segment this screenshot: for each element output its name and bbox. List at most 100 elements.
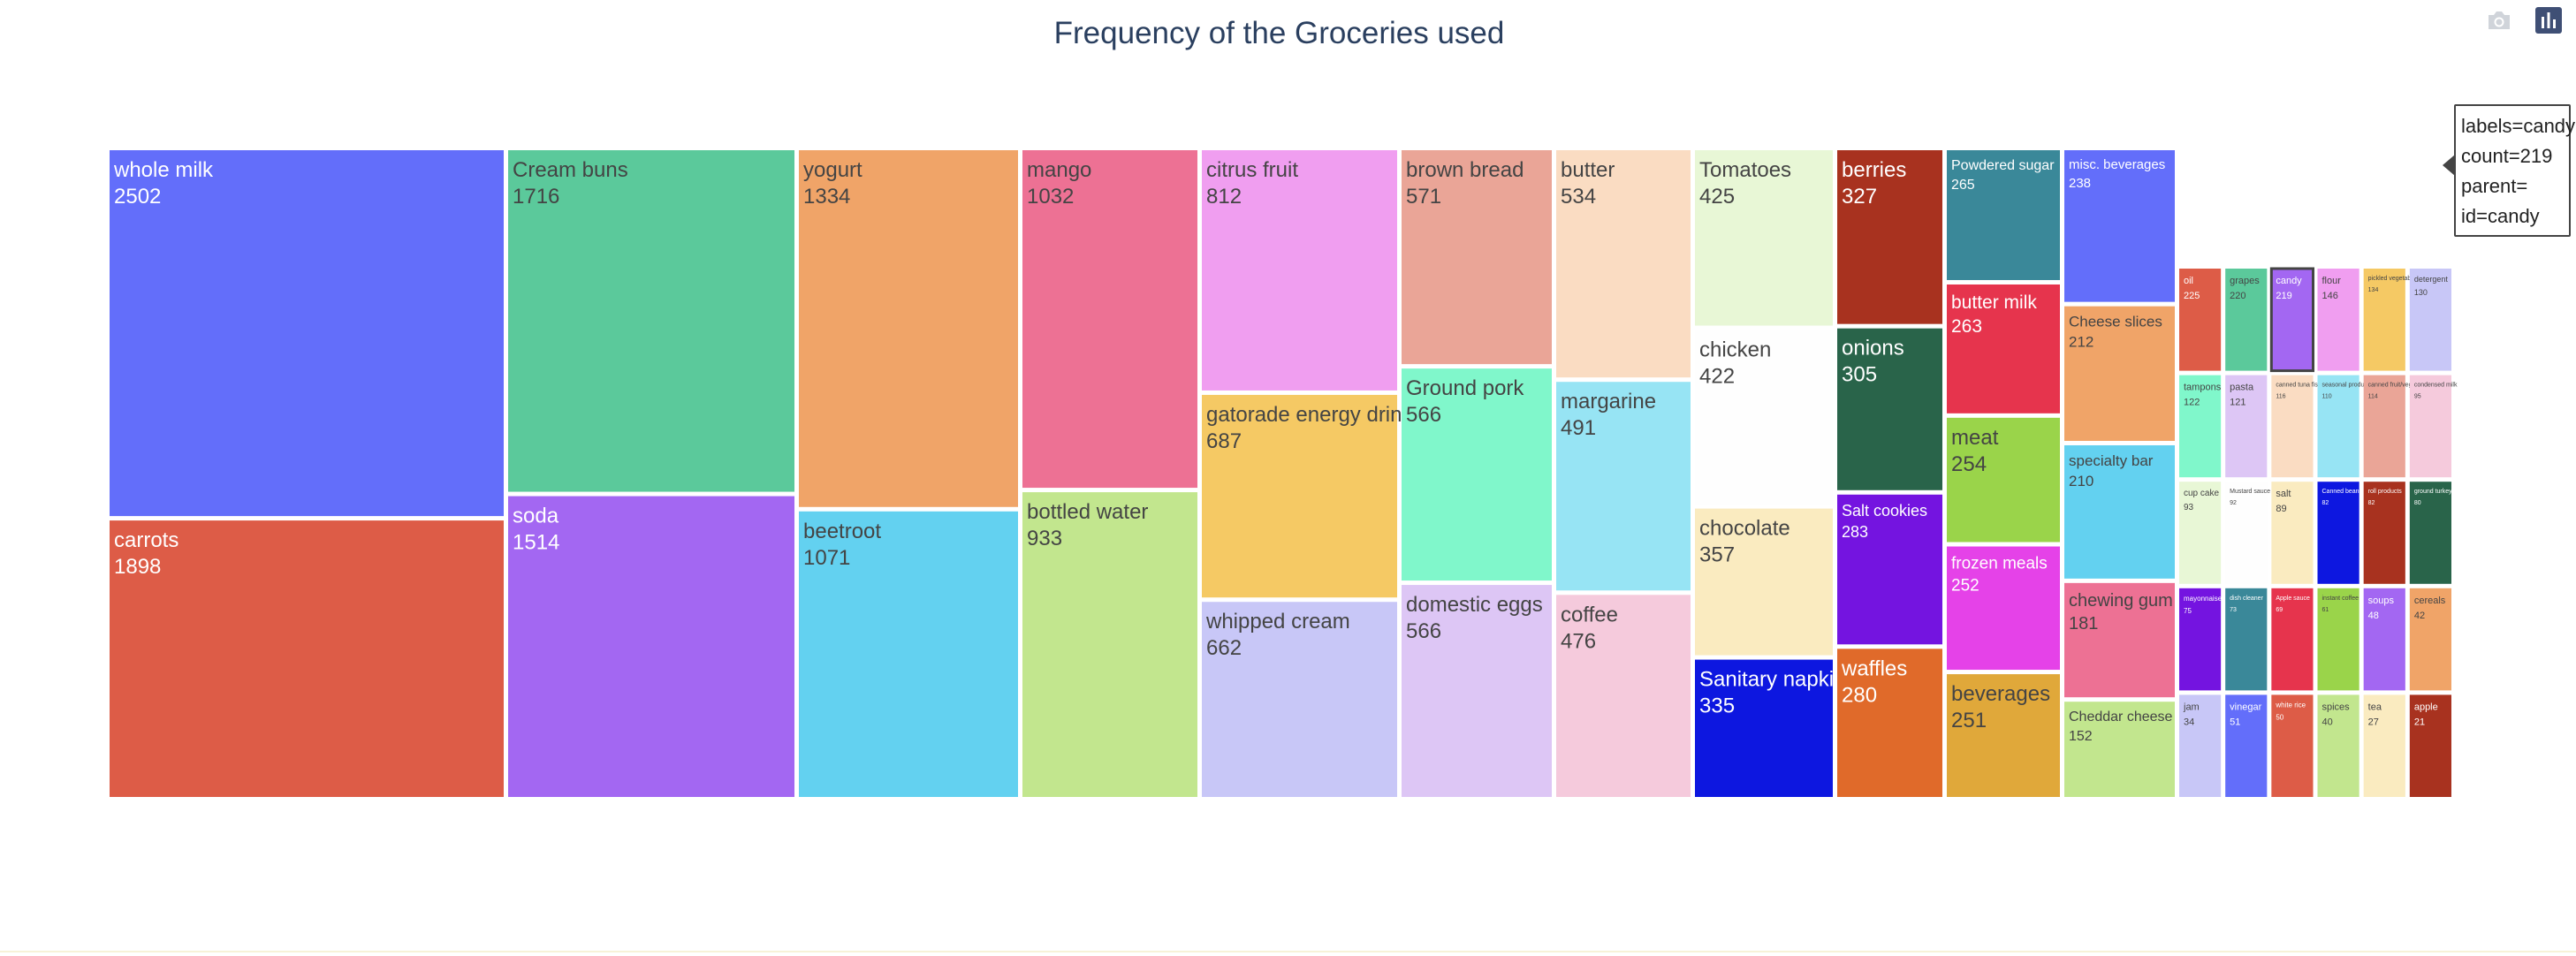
treemap-tile-mustard-sauce[interactable]: Mustard sauce 92 <box>2225 482 2270 584</box>
tile-rect[interactable] <box>2271 694 2314 797</box>
treemap-tile-roll-products[interactable]: roll products 82 <box>2363 482 2405 584</box>
tile-rect[interactable] <box>1837 649 1942 797</box>
tile-rect[interactable] <box>799 150 1018 507</box>
tile-rect[interactable] <box>508 150 794 492</box>
treemap-tile-chewing-gum[interactable]: chewing gum 181 <box>2064 582 2175 698</box>
tile-rect[interactable] <box>2271 588 2314 691</box>
tile-rect[interactable] <box>1556 150 1691 378</box>
treemap-tile-yogurt[interactable]: yogurt 1334 <box>799 150 1018 507</box>
tile-rect[interactable] <box>2064 444 2175 579</box>
tile-rect[interactable] <box>2271 375 2314 478</box>
treemap-tile-bottled-water[interactable]: bottled water 933 <box>1022 492 1197 797</box>
treemap-tile-cheddar-cheese[interactable]: Cheddar cheese 152 <box>2064 702 2175 797</box>
treemap-tile-berries[interactable]: berries 327 <box>1837 150 1942 324</box>
treemap-tile-beetroot[interactable]: beetroot 1071 <box>799 511 1018 797</box>
tile-rect[interactable] <box>1402 585 1552 797</box>
treemap-tile-misc-beverages[interactable]: misc. beverages 238 <box>2064 150 2175 302</box>
tile-rect[interactable] <box>2225 375 2268 478</box>
treemap-tile-cereals[interactable]: cereals 42 <box>2409 588 2451 691</box>
treemap-tile-specialty-bar[interactable]: specialty bar 210 <box>2064 444 2175 579</box>
tile-rect[interactable] <box>2225 694 2268 797</box>
tile-rect[interactable] <box>1695 150 1833 326</box>
treemap-tile-butter-milk[interactable]: butter milk 263 <box>1947 284 2060 414</box>
tile-rect[interactable] <box>2409 588 2451 691</box>
treemap-tile-ground-turkey[interactable]: ground turkey 80 <box>2409 482 2452 584</box>
tile-rect[interactable] <box>2179 375 2222 478</box>
treemap-tile-mayonnaise[interactable]: mayonnaise 75 <box>2179 588 2223 691</box>
treemap-tile-grapes[interactable]: grapes 220 <box>2225 269 2268 371</box>
tile-rect[interactable] <box>1947 150 2060 280</box>
bar-chart-icon[interactable] <box>2534 5 2564 35</box>
treemap-tile-pickled-vegetables[interactable]: pickled vegetables 134 <box>2363 269 2420 371</box>
tile-rect[interactable] <box>2064 582 2175 698</box>
tile-rect[interactable] <box>110 520 504 797</box>
treemap-tile-powdered-sugar[interactable]: Powdered sugar 265 <box>1947 150 2060 280</box>
tile-rect[interactable] <box>2064 306 2175 441</box>
tile-rect[interactable] <box>1947 417 2060 542</box>
tile-rect[interactable] <box>2225 269 2268 371</box>
tile-rect[interactable] <box>508 496 794 797</box>
tile-rect[interactable] <box>2064 150 2175 302</box>
treemap-tile-ground-pork[interactable]: Ground pork 566 <box>1402 368 1552 581</box>
treemap-tile-canned-fruit-vegetables[interactable]: canned fruit/vegetables 114 <box>2363 375 2433 478</box>
treemap-tile-frozen-meals[interactable]: frozen meals 252 <box>1947 546 2060 671</box>
tile-rect[interactable] <box>2179 269 2222 371</box>
tile-rect[interactable] <box>2409 694 2451 797</box>
treemap-tile-tea[interactable]: tea 27 <box>2363 694 2405 797</box>
treemap-tile-brown-bread[interactable]: brown bread 571 <box>1402 150 1552 365</box>
treemap-tile-salt[interactable]: salt 89 <box>2271 482 2314 584</box>
tile-rect[interactable] <box>2317 269 2359 371</box>
tile-rect[interactable] <box>2363 482 2405 584</box>
tile-rect[interactable] <box>1947 284 2060 414</box>
treemap-tile-soups[interactable]: soups 48 <box>2363 588 2405 691</box>
treemap-tile-onions[interactable]: onions 305 <box>1837 328 1942 490</box>
tile-rect[interactable] <box>110 150 504 517</box>
treemap-tile-dish-cleaner[interactable]: dish cleaner 73 <box>2225 588 2268 691</box>
tile-rect[interactable] <box>2363 375 2405 478</box>
tile-rect[interactable] <box>2317 482 2359 584</box>
treemap-tile-flour[interactable]: flour 146 <box>2317 269 2359 371</box>
tile-rect[interactable] <box>2271 482 2314 584</box>
treemap-tile-apple[interactable]: apple 21 <box>2409 694 2451 797</box>
tile-rect[interactable] <box>1947 674 2060 797</box>
treemap-tile-oil[interactable]: oil 225 <box>2179 269 2222 371</box>
tile-rect[interactable] <box>2409 375 2451 478</box>
treemap-tile-tampons[interactable]: tampons 122 <box>2179 375 2222 478</box>
camera-icon[interactable] <box>2484 5 2514 35</box>
tile-rect[interactable] <box>2064 702 2175 797</box>
treemap-tile-cream-buns[interactable]: Cream buns 1716 <box>508 150 794 492</box>
tile-rect[interactable] <box>1556 595 1691 797</box>
tile-rect[interactable] <box>2225 482 2268 584</box>
tile-rect[interactable] <box>1556 382 1691 591</box>
treemap-tile-carrots[interactable]: carrots 1898 <box>110 520 504 797</box>
tile-rect[interactable] <box>2409 269 2451 371</box>
tile-rect[interactable] <box>1202 150 1397 391</box>
treemap-tile-pasta[interactable]: pasta 121 <box>2225 375 2268 478</box>
treemap-tile-canned-tuna-fish[interactable]: canned tuna fish 116 <box>2271 375 2321 478</box>
treemap-tile-canned-beans[interactable]: Canned beans 82 <box>2317 482 2363 584</box>
tile-rect[interactable] <box>1837 494 1942 645</box>
tile-rect[interactable] <box>2363 269 2405 371</box>
tile-rect[interactable] <box>2317 694 2359 797</box>
treemap-tile-spices[interactable]: spices 40 <box>2317 694 2359 797</box>
treemap-tile-chicken[interactable]: chicken 422 <box>1695 330 1833 505</box>
treemap-tile-white-rice[interactable]: white rice 50 <box>2271 694 2314 797</box>
treemap-tile-detergent[interactable]: detergent 130 <box>2409 269 2451 371</box>
tile-rect[interactable] <box>2409 482 2451 584</box>
treemap-tile-vinegar[interactable]: vinegar 51 <box>2225 694 2268 797</box>
treemap-tile-cheese-slices[interactable]: Cheese slices 212 <box>2064 306 2175 441</box>
treemap-tile-salt-cookies[interactable]: Salt cookies 283 <box>1837 494 1942 645</box>
tile-rect[interactable] <box>2179 694 2222 797</box>
treemap-tile-condensed-milk[interactable]: condensed milk 95 <box>2409 375 2458 478</box>
tile-rect[interactable] <box>1202 394 1397 598</box>
treemap-tile-beverages[interactable]: beverages 251 <box>1947 674 2060 797</box>
tile-rect[interactable] <box>1402 150 1552 365</box>
treemap-tile-soda[interactable]: soda 1514 <box>508 496 794 797</box>
tile-rect[interactable] <box>2179 588 2222 691</box>
tile-rect[interactable] <box>1695 330 1833 505</box>
